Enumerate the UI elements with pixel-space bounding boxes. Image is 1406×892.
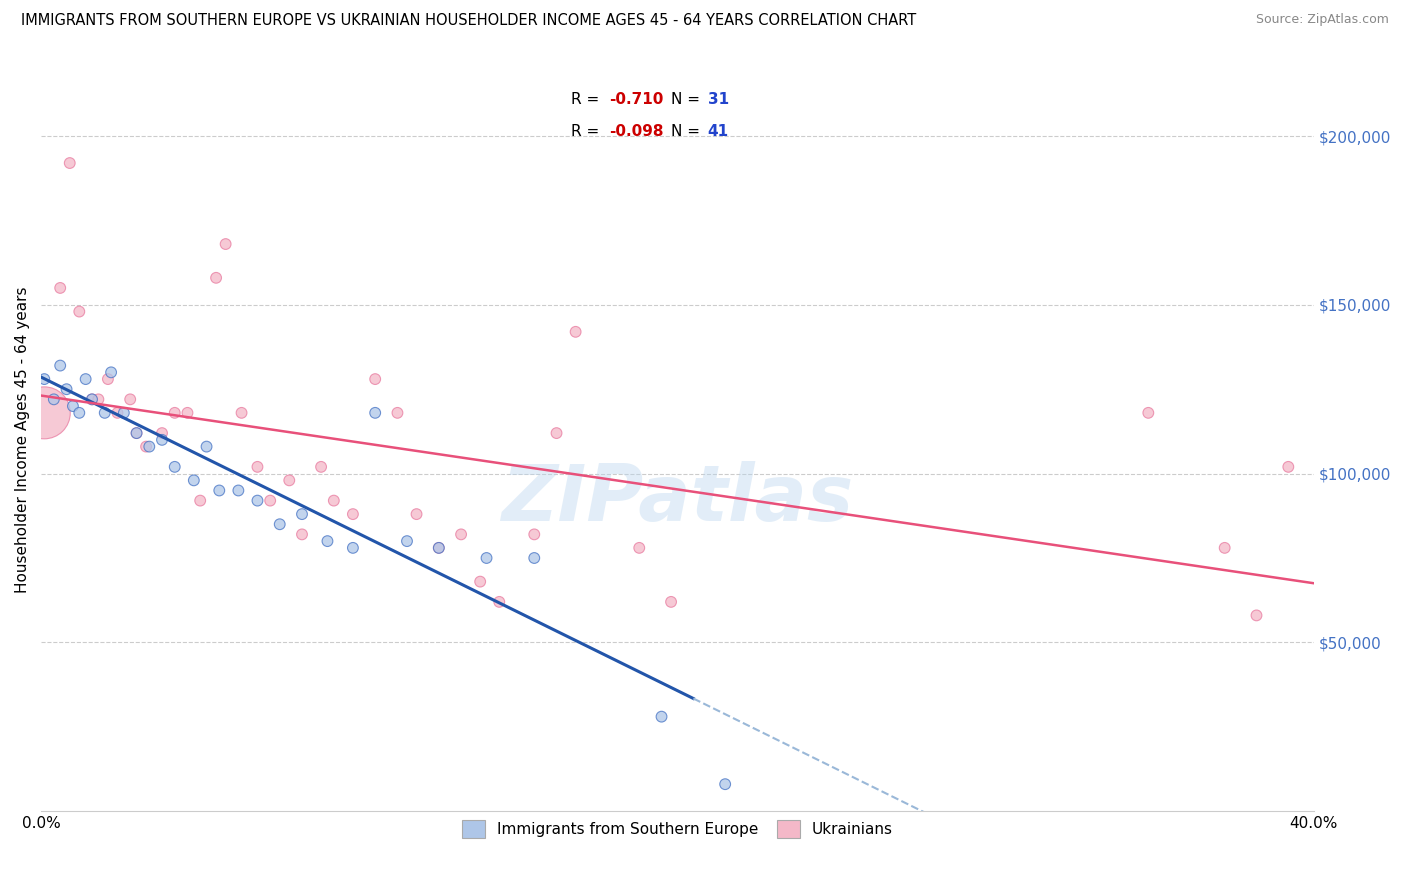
Point (470, 574, 492, 589)
Point (59, 156, 82, 170)
Point (34, 406, 56, 420)
Point (342, 507, 364, 521)
Text: ZIPatlas: ZIPatlas (502, 461, 853, 537)
Point (659, 595, 682, 609)
Point (231, 406, 253, 420)
Point (316, 534, 339, 549)
Point (395, 534, 418, 549)
Point (125, 426, 148, 441)
Point (100, 365, 122, 379)
Point (628, 541, 651, 555)
Point (1277, 459, 1299, 474)
Point (450, 527, 472, 541)
Text: -0.710: -0.710 (610, 92, 664, 107)
Point (138, 440, 160, 454)
Point (651, 709, 673, 723)
Point (150, 433, 173, 447)
Point (163, 406, 186, 420)
Point (405, 507, 427, 521)
Point (228, 483, 250, 498)
Point (523, 551, 546, 566)
Point (208, 483, 231, 498)
Point (135, 440, 157, 454)
Text: -0.098: -0.098 (610, 124, 664, 139)
Point (475, 551, 498, 566)
Point (107, 406, 129, 420)
Point (120, 392, 142, 407)
Point (269, 517, 291, 532)
Point (62, 399, 84, 413)
Point (195, 440, 218, 454)
Point (176, 406, 198, 420)
Point (163, 459, 186, 474)
Point (188, 493, 211, 508)
Point (150, 426, 173, 441)
Point (364, 406, 387, 420)
Text: Source: ZipAtlas.com: Source: ZipAtlas.com (1256, 13, 1389, 27)
Point (246, 493, 269, 508)
Point (34, 372, 56, 386)
Point (67, 304, 90, 318)
Text: IMMIGRANTS FROM SOUTHERN EUROPE VS UKRAINIAN HOUSEHOLDER INCOME AGES 45 - 64 YEA: IMMIGRANTS FROM SOUTHERN EUROPE VS UKRAI… (21, 13, 917, 29)
Point (49, 359, 72, 373)
Point (309, 459, 332, 474)
Point (93, 406, 115, 420)
Point (49, 281, 72, 295)
Point (55, 382, 77, 396)
Point (246, 459, 269, 474)
Point (427, 541, 450, 555)
Text: 41: 41 (707, 124, 728, 139)
Point (112, 406, 135, 420)
Legend: Immigrants from Southern Europe, Ukrainians: Immigrants from Southern Europe, Ukraini… (456, 814, 898, 845)
Text: N =: N = (671, 92, 704, 107)
Point (67, 406, 90, 420)
Point (97, 372, 120, 386)
Point (125, 426, 148, 441)
Point (488, 595, 510, 609)
Point (523, 527, 546, 541)
Point (214, 237, 236, 252)
Point (183, 474, 205, 488)
Point (291, 507, 314, 521)
Text: 31: 31 (707, 92, 728, 107)
Y-axis label: Householder Income Ages 45 - 64 years: Householder Income Ages 45 - 64 years (15, 286, 30, 593)
Point (387, 406, 409, 420)
Point (322, 493, 344, 508)
Point (75, 372, 97, 386)
Point (714, 777, 737, 791)
Text: R =: R = (571, 92, 605, 107)
Point (342, 541, 364, 555)
Point (278, 474, 301, 488)
Point (205, 270, 228, 285)
Point (42, 392, 65, 407)
Point (546, 426, 568, 441)
Point (87, 392, 110, 407)
Text: N =: N = (671, 124, 704, 139)
Point (80, 392, 103, 407)
Point (1213, 541, 1236, 555)
Point (427, 541, 450, 555)
Point (259, 493, 281, 508)
Point (564, 325, 586, 339)
Text: R =: R = (571, 124, 605, 139)
Point (80, 392, 103, 407)
Point (1137, 406, 1160, 420)
Point (364, 372, 387, 386)
Point (1246, 608, 1268, 623)
Point (291, 527, 314, 541)
